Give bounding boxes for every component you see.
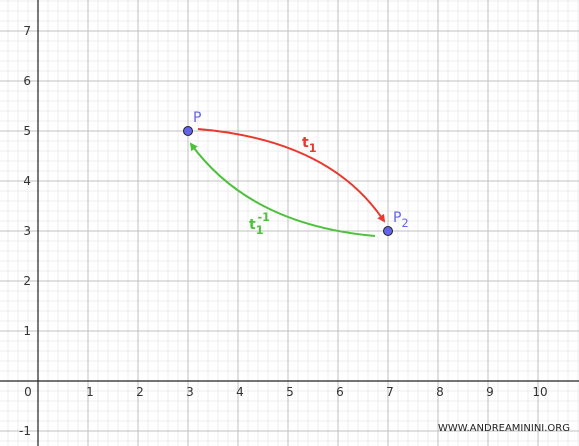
label-text: t xyxy=(302,135,309,151)
x-tick-label: 0 xyxy=(24,385,32,399)
point xyxy=(183,126,193,136)
x-tick-label: 2 xyxy=(136,385,144,399)
x-tick-label: 1 xyxy=(86,385,94,399)
point-label: P2 xyxy=(393,210,409,230)
arrow-t1-inverse xyxy=(189,142,376,237)
y-tick-label: 3 xyxy=(23,224,31,238)
y-tick-label: 5 xyxy=(23,124,31,138)
annotation: t1-1 xyxy=(249,211,270,237)
label-text: t xyxy=(249,217,256,233)
y-tick-label: -1 xyxy=(19,424,31,438)
label-text: P xyxy=(393,210,401,226)
watermark: WWW.ANDREAMININI.ORG xyxy=(438,423,570,434)
y-tick-label: 6 xyxy=(23,74,31,88)
label-text: P xyxy=(193,110,201,126)
y-tick-label: 2 xyxy=(23,274,31,288)
point xyxy=(383,226,393,236)
x-tick-label: 6 xyxy=(336,385,344,399)
x-tick-label: 9 xyxy=(486,385,494,399)
label-subscript: 1 xyxy=(309,142,317,155)
annotation: t1 xyxy=(302,135,317,155)
arrow-t1 xyxy=(197,128,386,223)
y-tick-label: 7 xyxy=(23,24,31,38)
y-tick-label: 4 xyxy=(23,174,31,188)
x-tick-label: 8 xyxy=(436,385,444,399)
x-tick-label: 3 xyxy=(186,385,194,399)
x-tick-label: 4 xyxy=(236,385,244,399)
x-tick-label: 5 xyxy=(286,385,294,399)
x-tick-label: 7 xyxy=(386,385,394,399)
label-subscript: 1 xyxy=(256,224,264,237)
point-label: P xyxy=(193,110,201,126)
label-subscript: 2 xyxy=(401,217,408,230)
y-tick-label: 1 xyxy=(23,324,31,338)
x-tick-label: 10 xyxy=(532,385,547,399)
label-superscript: -1 xyxy=(258,211,271,224)
